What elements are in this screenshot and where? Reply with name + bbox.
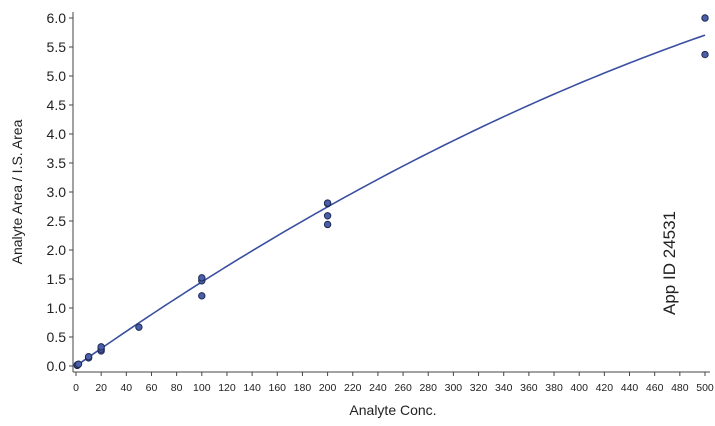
x-tick-label: 240 — [369, 382, 387, 394]
x-tick-label: 100 — [193, 382, 211, 394]
y-axis: 0.0 0.5 1.0 1.5 2.0 2.5 3.0 3.5 4.0 4.5 5.0 5.5 6.0 — [47, 10, 74, 374]
y-tick-label: 5.5 — [47, 39, 67, 55]
y-axis-title: Analyte Area / I.S. Area — [9, 119, 25, 264]
x-tick-label: 60 — [146, 382, 158, 394]
x-tick-label: 160 — [269, 382, 287, 394]
y-tick-label: 1.5 — [47, 271, 67, 287]
y-tick-label: 1.0 — [47, 300, 67, 316]
x-tick-label: 300 — [445, 382, 463, 394]
y-tick-label: 3.0 — [47, 184, 67, 200]
x-axis-title: Analyte Conc. — [349, 402, 436, 418]
data-point — [198, 274, 206, 282]
x-tick-label: 360 — [520, 382, 538, 394]
x-tick-label: 0 — [73, 382, 79, 394]
y-tick-label: 3.5 — [47, 155, 67, 171]
x-tick-label: 140 — [243, 382, 261, 394]
x-tick-label: 400 — [570, 382, 588, 394]
data-point — [323, 212, 332, 220]
y-tick-label: 2.0 — [47, 242, 67, 258]
y-tick-group: 0.0 0.5 1.0 1.5 2.0 2.5 3.0 3.5 4.0 4.5 5.0 5.5 6.0 — [47, 10, 73, 374]
x-tick-label: 280 — [419, 382, 437, 394]
data-point — [323, 199, 332, 207]
app-id-annotation: App ID 24531 — [660, 211, 679, 315]
data-points-group — [73, 14, 709, 370]
fit-curve — [75, 34, 706, 367]
y-tick-label: 0.0 — [47, 358, 67, 374]
x-tick-label: 500 — [696, 382, 714, 394]
y-tick-label: 2.5 — [47, 213, 67, 229]
data-point — [323, 220, 332, 229]
x-tick-label: 320 — [470, 382, 488, 394]
x-tick-label: 480 — [671, 382, 689, 394]
x-tick-label: 420 — [596, 382, 614, 394]
y-tick-label: 6.0 — [47, 10, 67, 26]
data-point — [701, 50, 709, 59]
fit-curve-group — [75, 34, 706, 367]
data-point — [74, 360, 83, 368]
x-tick-label: 460 — [646, 382, 664, 394]
x-tick-label: 40 — [120, 382, 132, 394]
x-axis: 0 20 40 60 80 100 120 140 160 180 200 220 240 260 280 3… — [73, 371, 714, 394]
x-tick-label: 180 — [294, 382, 312, 394]
y-tick-label: 4.5 — [47, 97, 67, 113]
y-tick-label: 0.5 — [47, 329, 67, 345]
data-point — [135, 323, 143, 331]
data-point — [84, 353, 93, 361]
x-tick-label: 220 — [344, 382, 362, 394]
data-point — [97, 343, 105, 351]
data-point — [198, 292, 206, 300]
x-tick-label: 260 — [394, 382, 412, 394]
x-tick-label: 80 — [171, 382, 183, 394]
x-tick-label: 380 — [545, 382, 563, 394]
y-tick-label: 5.0 — [47, 68, 67, 84]
x-tick-label: 440 — [621, 382, 639, 394]
x-tick-label: 340 — [495, 382, 513, 394]
data-point — [701, 14, 709, 22]
x-tick-label: 200 — [319, 382, 337, 394]
y-tick-label: 4.0 — [47, 126, 67, 142]
x-tick-label: 20 — [95, 382, 107, 394]
x-tick-group: 0 20 40 60 80 100 120 140 160 180 200 220 240 260 280 3… — [73, 372, 714, 394]
x-tick-label: 120 — [218, 382, 236, 394]
